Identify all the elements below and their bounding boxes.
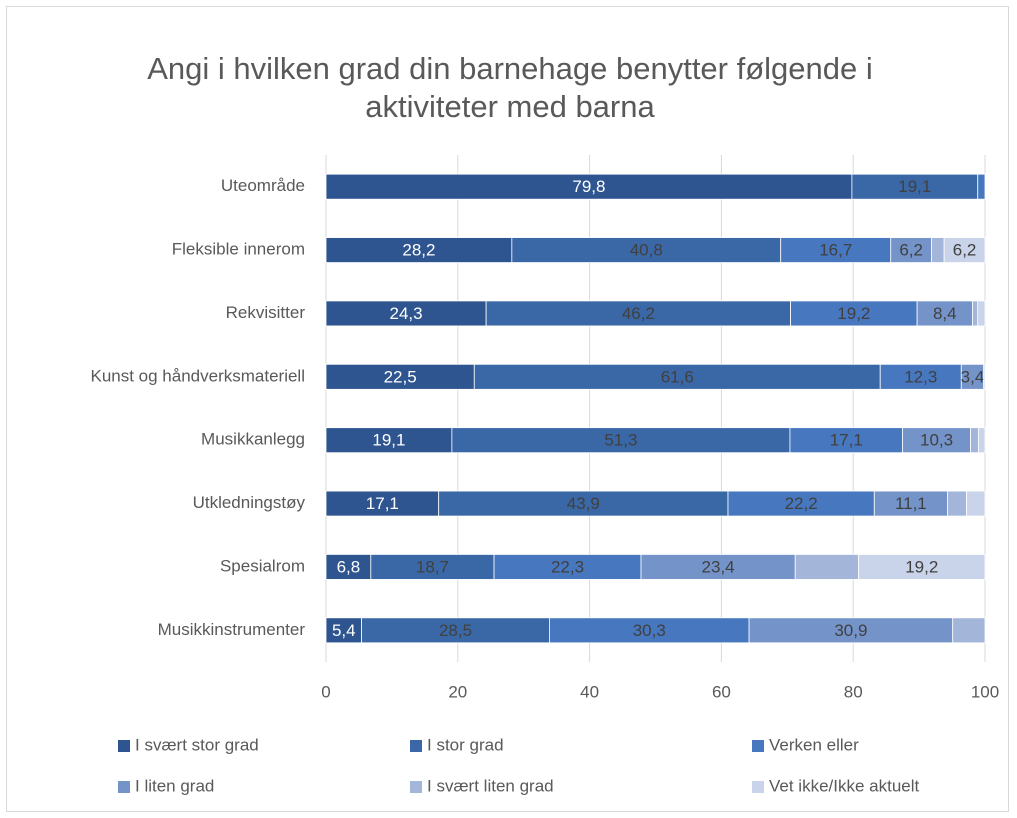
data-label: 19,1 bbox=[372, 431, 405, 450]
legend-swatch bbox=[752, 740, 764, 752]
data-label: 11,1 bbox=[895, 494, 927, 513]
y-tick-label: Fleksible innerom bbox=[172, 240, 305, 259]
legend-swatch bbox=[118, 740, 130, 752]
bar-segment bbox=[640, 554, 796, 580]
data-label: 61,6 bbox=[661, 367, 694, 386]
bar-segment bbox=[794, 554, 859, 580]
bar-segment bbox=[727, 490, 875, 517]
data-label: 23,4 bbox=[702, 557, 735, 576]
data-label: 5,4 bbox=[332, 621, 356, 640]
x-tick-label: 40 bbox=[580, 682, 599, 701]
bar-segment bbox=[978, 427, 986, 454]
x-tick-label: 20 bbox=[448, 682, 467, 701]
bar-segment bbox=[789, 427, 904, 454]
bar-segment bbox=[972, 300, 979, 327]
bar-segment bbox=[977, 173, 986, 200]
bar-segment bbox=[493, 554, 642, 580]
legend-swatch bbox=[410, 781, 422, 793]
x-tick-label: 80 bbox=[844, 682, 863, 701]
bar-segment bbox=[858, 554, 986, 580]
data-label: 19,1 bbox=[898, 177, 931, 196]
legend-swatch bbox=[118, 781, 130, 793]
bar-segment bbox=[970, 427, 979, 454]
data-label: 22,3 bbox=[551, 557, 584, 576]
bar-segment bbox=[931, 237, 945, 263]
x-tick-label: 60 bbox=[712, 682, 731, 701]
bar-segment bbox=[983, 363, 986, 390]
data-label: 8,4 bbox=[933, 304, 957, 323]
y-tick-label: Rekvisitter bbox=[226, 303, 306, 322]
data-label: 43,9 bbox=[567, 494, 600, 513]
legend-swatch bbox=[752, 781, 764, 793]
data-label: 30,3 bbox=[633, 621, 666, 640]
x-tick-label: 0 bbox=[321, 682, 330, 701]
data-label: 28,5 bbox=[439, 621, 472, 640]
bar-segment bbox=[325, 617, 362, 644]
bar-segment bbox=[780, 237, 892, 263]
y-tick-label: Utkledningstøy bbox=[193, 493, 306, 512]
data-label: 17,1 bbox=[366, 494, 399, 513]
data-label: 79,8 bbox=[572, 177, 605, 196]
x-tick-label: 100 bbox=[971, 682, 999, 701]
legend-label: Vet ikke/Ikke aktuelt bbox=[769, 776, 920, 795]
data-label: 17,1 bbox=[830, 431, 863, 450]
bar-segment bbox=[361, 617, 550, 644]
bar-segment bbox=[966, 490, 986, 517]
data-label: 6,2 bbox=[899, 241, 923, 260]
bar-segment bbox=[790, 300, 918, 327]
y-tick-label: Musikkinstrumenter bbox=[158, 620, 306, 639]
chart-frame bbox=[6, 6, 1009, 812]
bar-segment bbox=[325, 490, 440, 517]
legend-label: I stor grad bbox=[427, 735, 504, 754]
bar-segment bbox=[511, 237, 782, 263]
legend-swatch bbox=[410, 740, 422, 752]
bar-segment bbox=[977, 300, 986, 327]
data-label: 22,5 bbox=[384, 367, 417, 386]
bar-segment bbox=[549, 617, 750, 644]
chart-title: Angi i hvilken grad din barnehage benytt… bbox=[147, 51, 873, 124]
data-label: 12,3 bbox=[904, 367, 937, 386]
data-label: 46,2 bbox=[622, 304, 655, 323]
bar-segment bbox=[851, 173, 979, 200]
data-label: 28,2 bbox=[402, 241, 435, 260]
data-label: 40,8 bbox=[630, 241, 663, 260]
bar-segment bbox=[325, 427, 453, 454]
bar-segment bbox=[890, 237, 933, 263]
legend-label: I liten grad bbox=[135, 776, 214, 795]
bar-segment bbox=[451, 427, 791, 454]
data-label: 51,3 bbox=[604, 431, 637, 450]
bar-segment bbox=[485, 300, 791, 327]
bar-segment bbox=[879, 363, 962, 390]
data-label: 6,8 bbox=[337, 557, 361, 576]
y-tick-label: Spesialrom bbox=[220, 556, 305, 575]
bar-segment bbox=[947, 490, 967, 517]
data-label: 10,3 bbox=[920, 431, 953, 450]
data-label: 22,2 bbox=[785, 494, 818, 513]
y-tick-label: Uteområde bbox=[221, 176, 305, 195]
bar-segment bbox=[473, 363, 881, 390]
data-label: 6,2 bbox=[953, 241, 977, 260]
bar-segment bbox=[325, 173, 853, 200]
y-tick-label: Musikkanlegg bbox=[201, 430, 305, 449]
data-label: 3,4 bbox=[961, 367, 985, 386]
legend-label: I svært liten grad bbox=[427, 776, 554, 795]
y-tick-label: Kunst og håndverksmateriell bbox=[90, 366, 305, 385]
legend-label: I svært stor grad bbox=[135, 735, 259, 754]
data-label: 30,9 bbox=[834, 621, 867, 640]
bar-segment bbox=[748, 617, 954, 644]
bar-segment bbox=[325, 300, 487, 327]
data-label: 24,3 bbox=[390, 304, 423, 323]
data-label: 19,2 bbox=[837, 304, 870, 323]
bar-segment bbox=[325, 554, 372, 580]
bar-segment bbox=[943, 237, 986, 263]
legend-label: Verken eller bbox=[769, 735, 859, 754]
data-label: 18,7 bbox=[416, 557, 449, 576]
bar-segment bbox=[325, 363, 475, 390]
data-label: 19,2 bbox=[905, 557, 938, 576]
bar-segment bbox=[325, 237, 513, 263]
data-label: 16,7 bbox=[819, 241, 852, 260]
bar-segment bbox=[438, 490, 729, 517]
bar-segment bbox=[952, 617, 986, 644]
